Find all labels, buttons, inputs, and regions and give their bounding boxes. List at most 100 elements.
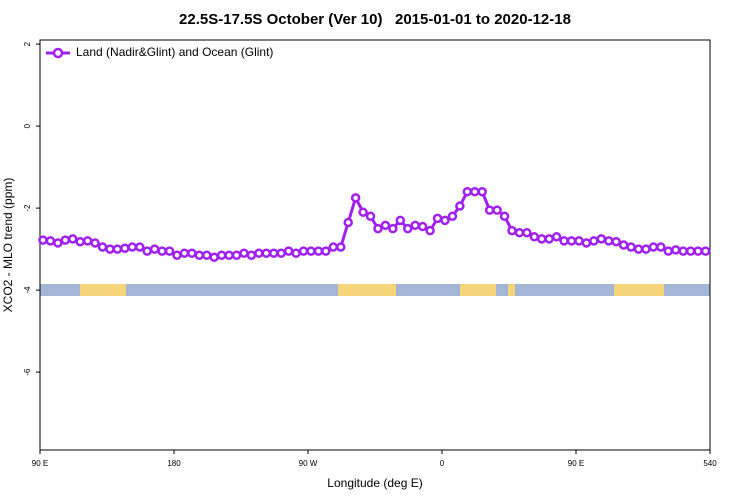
- data-point: [522, 227, 532, 238]
- data-point: [298, 246, 309, 256]
- data-point: [678, 246, 688, 256]
- data-point: [417, 221, 428, 232]
- data-point: [209, 252, 219, 263]
- x-tick-label: 90 E: [32, 459, 48, 468]
- x-tick-label: 90 E: [568, 459, 584, 468]
- data-point: [135, 242, 145, 252]
- x-tick-label: 180: [167, 459, 181, 468]
- y-tick-label: -2: [23, 204, 32, 212]
- data-point: [626, 242, 636, 252]
- data-point: [403, 223, 413, 234]
- data-point: [693, 246, 703, 256]
- data-point: [75, 236, 85, 247]
- data-point: [492, 205, 502, 215]
- data-point: [239, 248, 249, 258]
- data-point: [410, 220, 420, 231]
- land-band: [460, 284, 496, 296]
- data-point: [276, 248, 286, 258]
- legend-label: Land (Nadir&Glint) and Ocean (Glint): [76, 45, 273, 59]
- land-band: [338, 284, 396, 296]
- data-point: [373, 223, 383, 234]
- plot-frame: [39, 39, 711, 451]
- data-point: [477, 186, 487, 197]
- data-point: [596, 234, 607, 244]
- data-point: [187, 248, 197, 258]
- x-tick-label: 90 W: [299, 459, 318, 468]
- data-point: [246, 250, 257, 260]
- data-point: [551, 232, 562, 242]
- y-tick-label: 0: [23, 123, 32, 128]
- data-point: [671, 245, 681, 255]
- land-ocean-strip: [40, 284, 710, 296]
- data-point: [283, 246, 294, 256]
- y-tick-label: -6: [23, 368, 32, 376]
- data-point: [38, 235, 48, 245]
- land-band: [614, 284, 664, 296]
- data-point: [179, 248, 190, 258]
- x-tick-label: 0: [440, 459, 445, 468]
- land-band: [508, 284, 515, 296]
- x-tick-label: 540: [703, 459, 717, 468]
- data-point: [328, 242, 339, 252]
- legend-marker: [52, 47, 64, 59]
- data-point: [663, 246, 674, 256]
- data-point: [685, 246, 696, 256]
- data-point: [358, 207, 368, 217]
- data-point: [261, 248, 272, 258]
- data-point: [425, 225, 435, 236]
- data-point: [157, 246, 167, 256]
- data-point: [90, 238, 100, 248]
- data-point: [641, 244, 651, 254]
- data-point: [216, 250, 227, 260]
- data-point: [604, 236, 614, 246]
- data-point: [194, 250, 205, 260]
- y-tick-label: -4: [23, 286, 32, 294]
- chart-title: 22.5S-17.5S October (Ver 10) 2015-01-01 …: [179, 11, 571, 28]
- data-point: [105, 244, 115, 254]
- data-point: [611, 236, 621, 247]
- data-point: [529, 232, 540, 242]
- data-point: [149, 244, 160, 254]
- data-point: [202, 250, 212, 260]
- data-point: [142, 246, 152, 256]
- data-point: [589, 236, 599, 246]
- data-point: [470, 186, 480, 197]
- data-point: [269, 248, 279, 258]
- y-tick-label: 2: [23, 41, 32, 46]
- data-point: [447, 211, 458, 222]
- data-point: [97, 242, 108, 252]
- data-point: [395, 215, 406, 226]
- data-point: [112, 244, 123, 254]
- data-point: [388, 223, 398, 234]
- data-point: [633, 244, 644, 254]
- data-point: [68, 234, 78, 244]
- data-point: [231, 250, 242, 260]
- data-point: [440, 215, 450, 226]
- data-point: [224, 250, 234, 260]
- data-point: [120, 243, 130, 254]
- data-point: [559, 236, 569, 246]
- data-point: [484, 205, 495, 215]
- data-point: [254, 248, 264, 258]
- data-point: [82, 236, 93, 246]
- y-axis-label: XCO2 - MLO trend (ppm): [1, 178, 15, 313]
- data-point: [499, 211, 510, 222]
- data-point: [656, 242, 666, 252]
- data-point: [164, 246, 175, 256]
- data-point: [455, 201, 465, 211]
- data-point: [514, 227, 525, 238]
- data-point: [127, 242, 138, 252]
- land-band: [80, 284, 126, 296]
- data-point: [53, 238, 63, 248]
- data-point: [507, 225, 517, 236]
- data-point: [566, 236, 577, 246]
- data-point: [462, 186, 473, 197]
- data-point: [172, 250, 182, 260]
- data-point: [313, 246, 324, 256]
- data-point: [581, 238, 592, 248]
- data-point: [432, 213, 443, 224]
- data-point: [648, 242, 659, 252]
- data-point: [336, 242, 346, 252]
- data-point: [537, 234, 547, 244]
